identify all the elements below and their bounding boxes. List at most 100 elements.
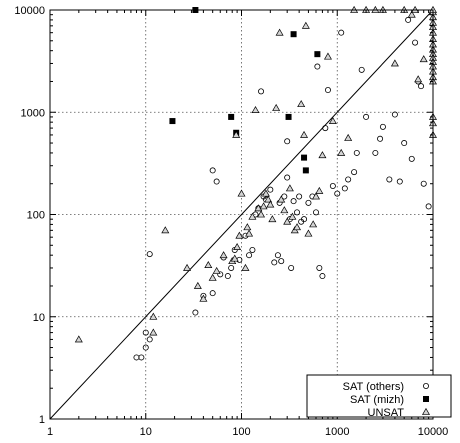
data-point [301,216,308,223]
data-point [301,21,310,29]
data-point [251,105,260,113]
data-point [363,113,370,120]
y-tick-label: 10 [33,312,45,324]
data-point [316,264,323,271]
data-point [315,186,324,194]
data-point [192,309,199,316]
data-point [183,263,192,271]
y-tick-label: 100 [27,210,45,222]
data-point [418,83,425,90]
data-point [414,75,423,83]
data-point [275,28,284,36]
data-point [284,174,291,181]
data-point [228,113,235,120]
data-point [224,273,231,280]
data-point [372,149,379,156]
data-point [264,195,273,203]
data-point [146,336,153,343]
data-point [277,195,286,203]
data-point [283,217,292,225]
data-point [301,154,308,161]
data-point [408,155,415,162]
data-point [149,328,158,336]
y-tick-label: 1 [39,414,45,426]
data-point [288,264,295,271]
data-point [351,169,358,176]
data-point [296,193,303,200]
data-point [261,189,270,197]
data-point [278,258,285,265]
data-point [300,130,309,138]
data-point [396,178,403,185]
data-point [259,202,268,210]
data-point [208,273,217,281]
data-point [407,10,416,18]
data-point [319,273,326,280]
data-point [284,138,291,145]
data-point [314,63,321,70]
data-point [246,252,253,259]
data-point [233,242,242,250]
data-point [309,220,318,228]
data-point [419,55,428,63]
data-point [324,87,331,94]
legend-label: UNSAT [368,407,405,419]
legend-marker [423,396,429,402]
data-point [199,294,208,302]
data-point [412,39,419,46]
data-point [345,176,352,183]
data-point [169,118,176,125]
data-point [314,51,321,58]
data-point [425,203,432,210]
data-point [235,231,244,239]
data-point [341,185,348,192]
data-point [334,190,341,197]
data-point [204,260,213,268]
x-tick-label: 10000 [418,426,449,438]
data-point [209,167,216,174]
y-tick-label: 10000 [14,5,45,17]
data-point [305,199,312,206]
data-point [243,223,252,231]
data-point [74,335,83,343]
data-point [219,251,228,259]
axis-ticks: 1 10 100 1000 10000 1 10 100 1000 10000 [14,5,448,438]
x-tick-label: 1 [47,426,53,438]
legend-label: SAT (mizh) [350,394,404,406]
data-point [230,254,239,262]
data-point [293,223,302,231]
data-point [294,209,301,216]
data-point [401,140,408,147]
data-point [288,212,297,220]
data-point [280,206,289,214]
data-point [237,189,246,197]
data-point [232,130,241,138]
data-point [420,180,427,187]
x-tick-label: 100 [232,426,250,438]
data-point [322,125,329,132]
data-point [391,111,398,118]
data-points [74,5,438,361]
data-point [379,123,386,130]
data-point [302,167,309,174]
legend-marker [422,382,429,389]
data-point [245,229,254,237]
data-point [266,200,275,208]
data-point [312,192,321,200]
data-point [146,251,153,258]
data-point [213,178,220,185]
data-point [353,149,360,156]
data-point [313,209,320,216]
data-point [304,229,313,237]
data-point [258,88,265,95]
data-point [328,116,337,124]
data-point [285,113,292,120]
data-point [377,135,384,142]
data-point [297,100,306,108]
legend: SAT (others)SAT (mizh)UNSAT [306,374,452,419]
data-point [193,281,202,289]
diagonal-line [49,9,434,420]
data-point [149,312,158,320]
data-point [228,264,235,271]
data-point [268,215,277,223]
